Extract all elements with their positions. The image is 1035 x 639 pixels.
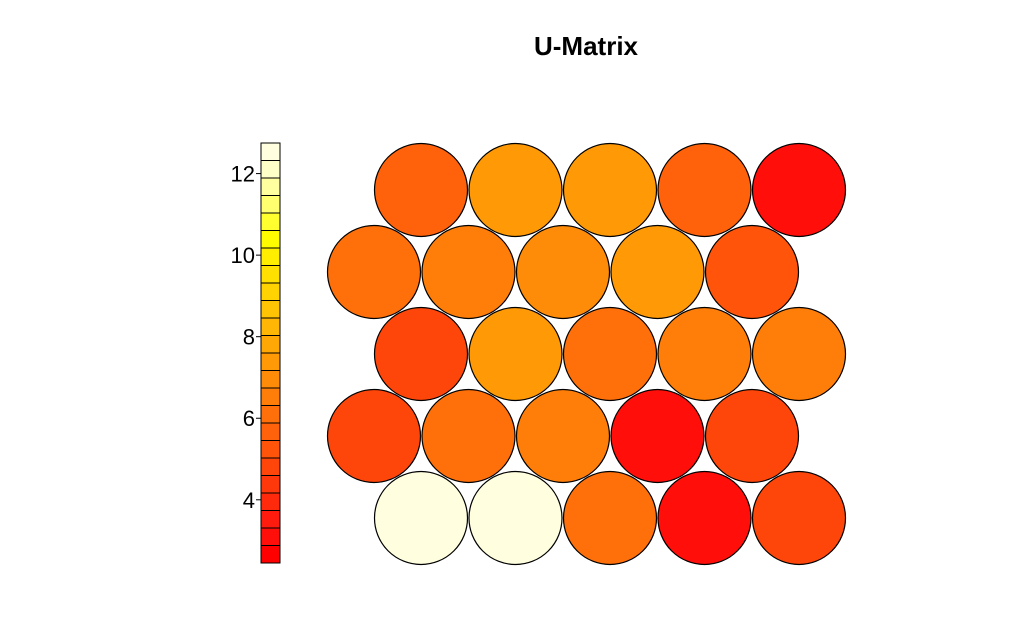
colorbar-segment xyxy=(260,387,281,406)
colorbar-segment xyxy=(260,510,281,529)
hex-cell xyxy=(751,142,847,238)
hex-cell xyxy=(468,142,563,238)
hex-cell xyxy=(326,224,422,320)
hex-cell xyxy=(562,470,658,566)
colorbar-tick-label: 4 xyxy=(243,488,255,513)
colorbar-segment xyxy=(260,527,281,546)
colorbar-segment xyxy=(260,195,281,214)
hex-cell xyxy=(657,470,752,566)
colorbar-segment xyxy=(260,335,281,354)
hex-cell xyxy=(468,306,563,402)
hex-cell xyxy=(515,388,611,484)
chart-title: U-Matrix xyxy=(534,31,639,61)
colorbar-segment xyxy=(260,457,281,476)
colorbar-segment xyxy=(260,282,281,301)
colorbar-segment xyxy=(260,405,281,424)
colorbar-segment xyxy=(260,160,281,179)
colorbar-segment xyxy=(260,317,281,336)
hex-cell xyxy=(421,388,516,484)
colorbar-segment xyxy=(260,247,281,266)
colorbar-tick-label: 8 xyxy=(243,325,255,350)
hex-cell xyxy=(515,224,611,320)
hex-cell xyxy=(704,224,800,320)
colorbar-segment xyxy=(260,265,281,284)
hex-cell xyxy=(373,470,469,566)
hex-cell xyxy=(373,306,469,402)
hex-cell xyxy=(610,388,705,484)
hex-cell xyxy=(562,142,658,238)
hex-cell xyxy=(657,142,752,238)
hex-cell xyxy=(373,142,469,238)
colorbar-tick-label: 12 xyxy=(231,162,255,187)
colorbar xyxy=(260,142,281,564)
colorbar-segment xyxy=(260,422,281,441)
colorbar-segment xyxy=(260,142,281,161)
hex-cell xyxy=(657,306,752,402)
colorbar-segment xyxy=(260,300,281,319)
hex-cell xyxy=(704,388,800,484)
colorbar-segment xyxy=(260,440,281,459)
colorbar-segment xyxy=(260,492,281,511)
hex-cell xyxy=(610,224,705,320)
colorbar-segment xyxy=(260,212,281,231)
colorbar-segment xyxy=(260,352,281,371)
hex-grid xyxy=(326,142,847,566)
hex-cell xyxy=(751,306,847,402)
hex-cell xyxy=(751,470,847,566)
colorbar-segment xyxy=(260,475,281,494)
colorbar-segment xyxy=(260,545,281,564)
colorbar-segment xyxy=(260,177,281,196)
colorbar-segment xyxy=(260,230,281,249)
colorbar-segment xyxy=(260,370,281,389)
hex-cell xyxy=(562,306,658,402)
colorbar-tick-label: 10 xyxy=(231,243,255,268)
hex-cell xyxy=(468,470,563,566)
colorbar-ticks: 4 6 8 10 12 xyxy=(231,162,261,513)
hex-cell xyxy=(326,388,422,484)
hex-cell xyxy=(421,224,516,320)
colorbar-tick-label: 6 xyxy=(243,406,255,431)
